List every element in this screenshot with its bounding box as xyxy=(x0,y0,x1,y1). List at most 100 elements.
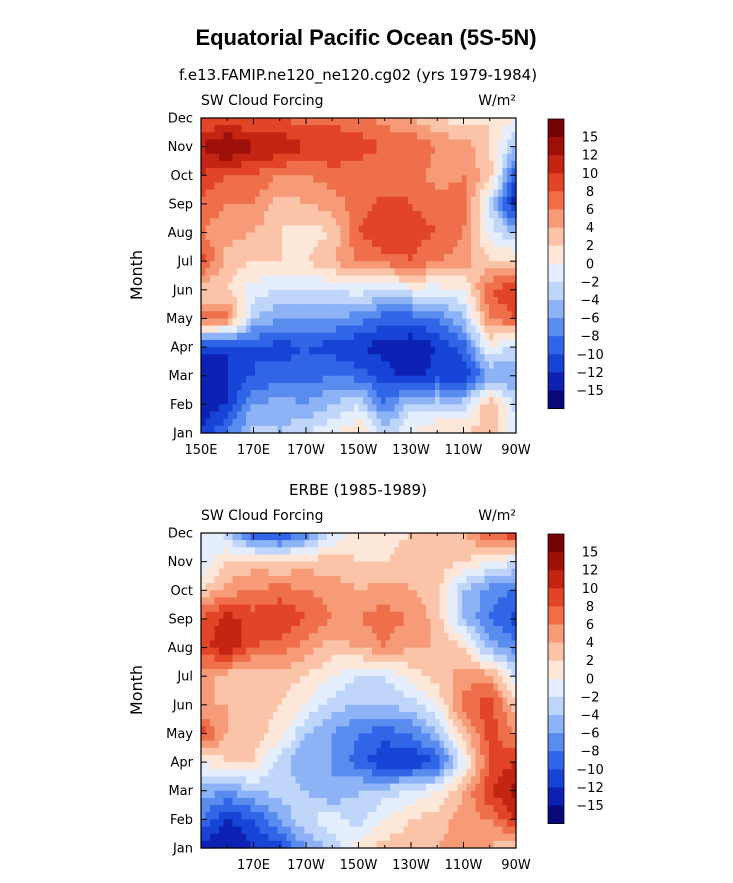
heatmap-cell xyxy=(264,311,270,320)
heatmap-cell xyxy=(435,153,441,162)
heatmap-cell xyxy=(358,633,364,641)
heatmap-cell xyxy=(421,246,427,255)
heatmap-cell xyxy=(300,690,306,699)
heatmap-cell xyxy=(237,139,243,148)
heatmap-cell xyxy=(408,311,414,320)
heatmap-cell xyxy=(268,683,274,692)
heatmap-cell xyxy=(331,397,337,405)
heatmap-cell xyxy=(345,361,351,370)
heatmap-cell xyxy=(354,561,360,570)
heatmap-cell xyxy=(363,654,369,663)
heatmap-cell xyxy=(304,304,310,312)
heatmap-cell xyxy=(480,225,486,234)
heatmap-cell xyxy=(340,118,346,126)
heatmap-cell xyxy=(205,275,211,284)
heatmap-cell xyxy=(462,318,468,327)
heatmap-cell xyxy=(237,168,243,176)
heatmap-cell xyxy=(259,626,265,634)
heatmap-cell xyxy=(390,160,396,169)
heatmap-cell xyxy=(237,189,243,198)
heatmap-cell xyxy=(367,160,373,169)
heatmap-cell xyxy=(273,332,279,341)
heatmap-cell xyxy=(390,254,396,262)
heatmap-cell xyxy=(502,211,508,219)
heatmap-cell xyxy=(309,590,315,599)
heatmap-cell xyxy=(277,604,283,613)
heatmap-cell xyxy=(304,332,310,341)
heatmap-cell xyxy=(309,583,315,591)
heatmap-cell xyxy=(336,246,342,255)
heatmap-cell xyxy=(331,382,337,391)
heatmap-cell xyxy=(466,640,472,649)
heatmap-cell xyxy=(417,683,423,692)
heatmap-cell xyxy=(268,289,274,298)
heatmap-cell xyxy=(372,583,378,591)
heatmap-cell xyxy=(381,282,387,291)
heatmap-cell xyxy=(435,318,441,327)
heatmap-cell xyxy=(277,375,283,384)
heatmap-cell xyxy=(273,118,279,126)
heatmap-cell xyxy=(444,139,450,148)
heatmap-cell xyxy=(264,196,270,205)
y-tick-label: Jun xyxy=(172,283,193,298)
heatmap-cell xyxy=(363,533,369,541)
heatmap-cell xyxy=(493,318,499,327)
heatmap-cell xyxy=(345,597,351,606)
heatmap-cell xyxy=(345,311,351,320)
heatmap-cell xyxy=(322,604,328,613)
heatmap-cell xyxy=(457,118,463,126)
heatmap-cell xyxy=(358,568,364,577)
heatmap-cell xyxy=(367,690,373,699)
heatmap-cell xyxy=(466,218,472,226)
heatmap-cell xyxy=(394,182,400,191)
heatmap-cell xyxy=(291,318,297,327)
heatmap-cell xyxy=(381,325,387,334)
heatmap-cell xyxy=(493,390,499,398)
heatmap-cell xyxy=(507,318,513,327)
heatmap-cell xyxy=(354,218,360,226)
heatmap-cell xyxy=(480,311,486,320)
heatmap-cell xyxy=(232,139,238,148)
heatmap-cell xyxy=(471,304,477,312)
heatmap-cell xyxy=(318,669,324,677)
heatmap-cell xyxy=(394,254,400,262)
heatmap-cell xyxy=(448,311,454,320)
heatmap-cell xyxy=(345,325,351,334)
heatmap-cell xyxy=(228,411,234,420)
heatmap-cell xyxy=(313,225,319,234)
heatmap-cell xyxy=(313,289,319,298)
heatmap-cell xyxy=(241,554,247,563)
heatmap-cell xyxy=(507,218,513,226)
heatmap-cell xyxy=(349,139,355,148)
heatmap-cell xyxy=(385,575,391,584)
y-tick-label: Apr xyxy=(171,341,194,356)
heatmap-cell xyxy=(210,654,216,663)
heatmap-cell xyxy=(372,153,378,162)
heatmap-cell xyxy=(205,282,211,291)
heatmap-cell xyxy=(340,647,346,656)
heatmap-cell xyxy=(318,168,324,176)
heatmap-cell xyxy=(277,160,283,169)
heatmap-cell xyxy=(259,296,265,305)
heatmap-cell xyxy=(291,182,297,191)
heatmap-cell xyxy=(214,533,220,541)
heatmap-cell xyxy=(205,325,211,334)
heatmap-cell xyxy=(205,175,211,184)
heatmap-cell xyxy=(453,332,459,341)
heatmap-cell xyxy=(435,640,441,649)
heatmap-cell xyxy=(403,239,409,248)
heatmap-cell xyxy=(336,225,342,234)
heatmap-cell xyxy=(327,325,333,334)
heatmap-cell xyxy=(286,425,292,434)
heatmap-cell xyxy=(372,332,378,341)
heatmap-cell xyxy=(381,268,387,277)
heatmap-cell xyxy=(228,611,234,620)
heatmap-cell xyxy=(430,225,436,234)
heatmap-cell xyxy=(210,232,216,241)
heatmap-cell xyxy=(475,404,481,413)
heatmap-cell xyxy=(502,547,508,556)
heatmap-cell xyxy=(435,647,441,656)
heatmap-cell xyxy=(304,418,310,427)
heatmap-cell xyxy=(237,654,243,663)
heatmap-cell xyxy=(318,203,324,212)
